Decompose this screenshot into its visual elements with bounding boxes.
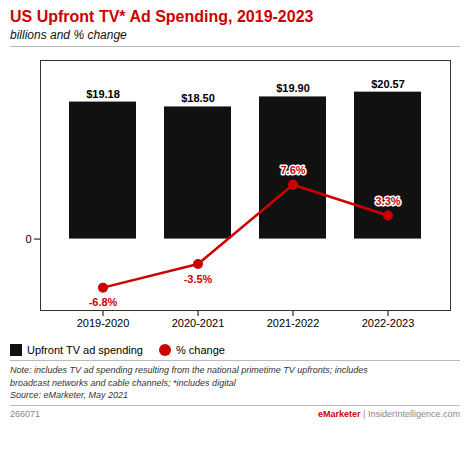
svg-text:2019-2020: 2019-2020 <box>77 317 130 329</box>
html-text:US Upfront TV* Ad Spending, 20: US Upfront TV* Ad Spending, 2019-2023 <box>10 8 314 25</box>
html-text:Upfront TV ad spending: Upfront TV ad spending <box>27 344 143 356</box>
svg-text:0: 0 <box>25 233 31 245</box>
html-text:266071: 266071 <box>10 408 40 419</box>
html-text:billions and % change: billions and % change <box>10 28 127 42</box>
svg-text:$19.18: $19.18 <box>86 88 120 100</box>
svg-text:-3.5%: -3.5% <box>184 273 213 285</box>
svg-text:2020-2021: 2020-2021 <box>172 317 225 329</box>
svg-text:-6.8%: -6.8% <box>89 296 118 308</box>
svg-text:$20.57: $20.57 <box>371 78 405 90</box>
svg-text:2022-2023: 2022-2023 <box>362 317 415 329</box>
svg-text:$19.90: $19.90 <box>276 82 310 94</box>
html-text:broadcast networks and cable c: broadcast networks and cable channels; *… <box>10 377 236 388</box>
html-text:eMarketer | InsiderIntelligenc: eMarketer | InsiderIntelligence.com <box>318 408 460 419</box>
html-text:% change: % change <box>176 344 225 356</box>
html-text:Note: includes TV ad spending: Note: includes TV ad spending resulting … <box>10 365 368 375</box>
html-text:Source: eMarketer, May 2021: Source: eMarketer, May 2021 <box>10 390 129 401</box>
svg-text:3.3%: 3.3% <box>375 195 400 207</box>
svg-text:7.6%: 7.6% <box>280 164 305 176</box>
svg-text:2021-2022: 2021-2022 <box>267 317 320 329</box>
svg-text:$18.50: $18.50 <box>181 92 215 104</box>
